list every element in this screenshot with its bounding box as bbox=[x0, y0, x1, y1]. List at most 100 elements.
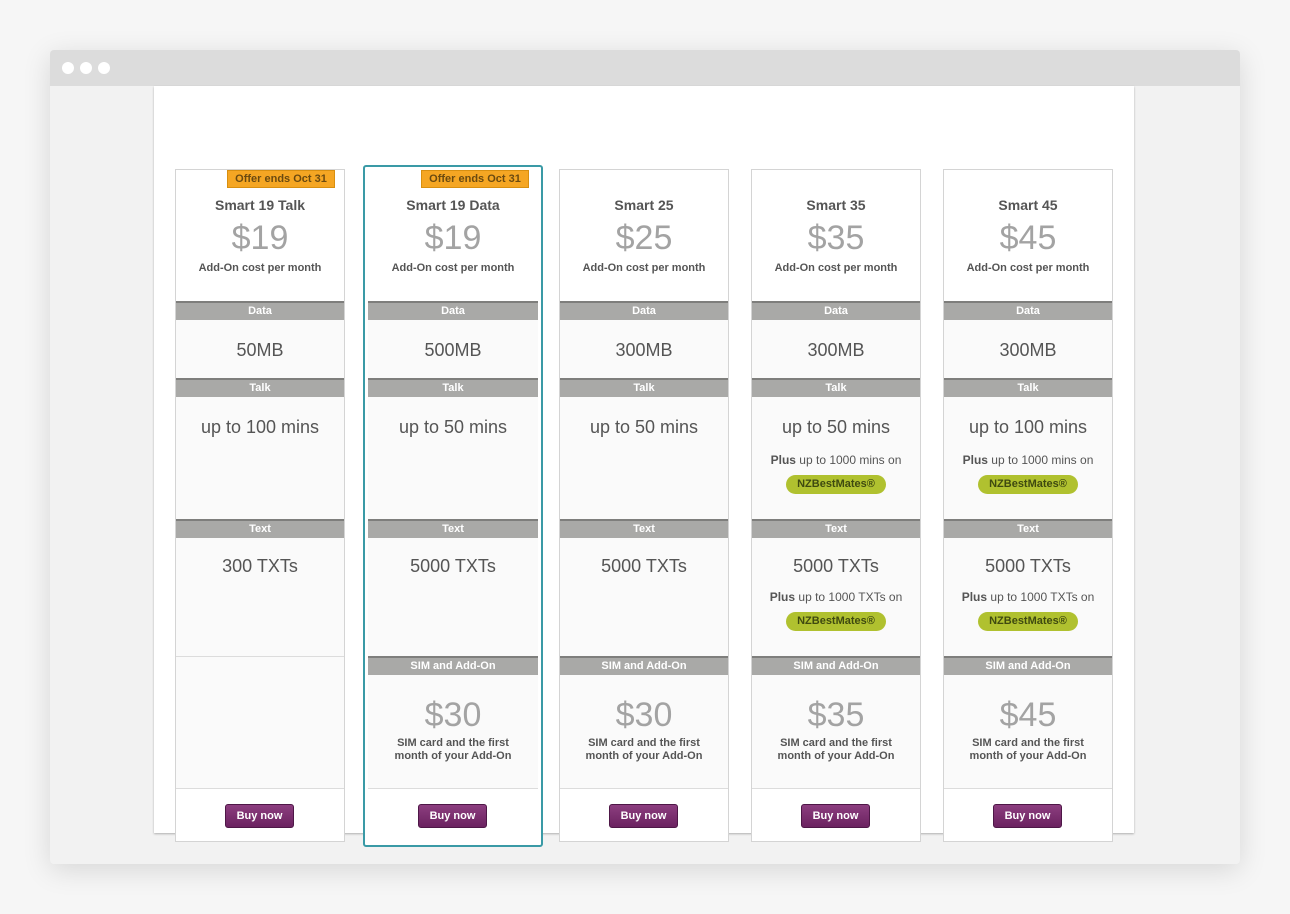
window-dot-icon[interactable] bbox=[62, 62, 74, 74]
text-section: 5000 TXTs bbox=[560, 538, 728, 656]
talk-bonus-text: Plus up to 1000 mins on bbox=[752, 453, 920, 467]
sim-caption-line-2: month of your Add-On bbox=[777, 750, 895, 762]
data-section: 300MB bbox=[944, 320, 1112, 378]
sim-header: SIM and Add-On bbox=[560, 656, 728, 675]
sim-header: SIM and Add-On bbox=[752, 656, 920, 675]
talk-section: up to 50 mins bbox=[560, 397, 728, 519]
data-value: 300MB bbox=[999, 340, 1057, 360]
text-header: Text bbox=[944, 519, 1112, 538]
talk-bonus-label: up to 1000 mins on bbox=[799, 453, 902, 467]
talk-header: Talk bbox=[944, 378, 1112, 397]
sim-section: $45 SIM card and the first month of your… bbox=[944, 675, 1112, 788]
plan-price: $25 bbox=[615, 219, 673, 257]
data-section: 50MB bbox=[176, 320, 344, 378]
talk-value: up to 100 mins bbox=[200, 417, 320, 437]
plan-name: Smart 45 bbox=[998, 197, 1058, 213]
plus-label: Plus bbox=[962, 453, 988, 467]
plan-price: $19 bbox=[424, 219, 482, 257]
talk-bonus-label: up to 1000 mins on bbox=[991, 453, 1094, 467]
window-dot-icon[interactable] bbox=[80, 62, 92, 74]
plan-card-smart-45: Smart 45 $45 Add-On cost per month Data … bbox=[943, 169, 1113, 842]
plan-name: Smart 19 Talk bbox=[214, 197, 305, 213]
sim-section: $30 SIM card and the first month of your… bbox=[368, 675, 538, 788]
text-value: 5000 TXTs bbox=[601, 556, 687, 576]
data-value: 50MB bbox=[236, 340, 284, 360]
data-header: Data bbox=[944, 301, 1112, 320]
data-header: Data bbox=[752, 301, 920, 320]
price-caption: Add-On cost per month bbox=[198, 262, 322, 274]
text-section: 5000 TXTs Plus up to 1000 TXTs on NZBest… bbox=[752, 538, 920, 656]
sim-price: $45 bbox=[999, 696, 1057, 734]
section-divider bbox=[368, 788, 538, 789]
plans-panel: Offer ends Oct 31 Smart 19 Talk $19 Add-… bbox=[154, 86, 1134, 847]
data-header: Data bbox=[368, 301, 538, 320]
sim-caption-line-1: SIM card and the first bbox=[397, 737, 509, 749]
sim-header: SIM and Add-On bbox=[944, 656, 1112, 675]
sim-caption-line-2: month of your Add-On bbox=[969, 750, 1087, 762]
plan-card-smart-19-talk: Offer ends Oct 31 Smart 19 Talk $19 Add-… bbox=[175, 169, 345, 842]
sim-price: $35 bbox=[807, 696, 865, 734]
sim-caption-line-1: SIM card and the first bbox=[780, 737, 892, 749]
browser-window: Offer ends Oct 31 Smart 19 Talk $19 Add-… bbox=[50, 50, 1240, 864]
talk-section: up to 50 mins Plus up to 1000 mins on NZ… bbox=[752, 397, 920, 519]
plan-card-smart-19-data: Offer ends Oct 31 Smart 19 Data $19 Add-… bbox=[363, 165, 543, 847]
plus-label: Plus bbox=[770, 453, 796, 467]
text-header: Text bbox=[560, 519, 728, 538]
text-header: Text bbox=[752, 519, 920, 538]
plan-price: $19 bbox=[231, 219, 289, 257]
offer-badge: Offer ends Oct 31 bbox=[421, 170, 529, 188]
text-section: 5000 TXTs bbox=[368, 538, 538, 656]
section-divider bbox=[560, 788, 728, 789]
sim-caption-line-1: SIM card and the first bbox=[972, 737, 1084, 749]
plan-price: $45 bbox=[999, 219, 1057, 257]
sim-caption-line-2: month of your Add-On bbox=[394, 750, 512, 762]
sim-section: $35 SIM card and the first month of your… bbox=[752, 675, 920, 788]
buy-now-button[interactable]: Buy now bbox=[418, 804, 487, 828]
data-section: 300MB bbox=[752, 320, 920, 378]
text-value: 300 TXTs bbox=[222, 556, 298, 576]
sim-caption-line-1: SIM card and the first bbox=[588, 737, 700, 749]
text-bonus-text: Plus up to 1000 TXTs on bbox=[944, 590, 1112, 604]
text-bonus-label: up to 1000 TXTs on bbox=[990, 590, 1095, 604]
data-header: Data bbox=[560, 301, 728, 320]
price-caption: Add-On cost per month bbox=[774, 262, 898, 274]
data-value: 500MB bbox=[424, 340, 482, 360]
window-dot-icon[interactable] bbox=[98, 62, 110, 74]
sim-caption-line-2: month of your Add-On bbox=[585, 750, 703, 762]
text-header: Text bbox=[368, 519, 538, 538]
plan-card-smart-35: Smart 35 $35 Add-On cost per month Data … bbox=[751, 169, 921, 842]
buy-now-button[interactable]: Buy now bbox=[801, 804, 870, 828]
talk-bonus-text: Plus up to 1000 mins on bbox=[944, 453, 1112, 467]
text-value: 5000 TXTs bbox=[793, 556, 879, 576]
data-section: 500MB bbox=[368, 320, 538, 378]
price-caption: Add-On cost per month bbox=[966, 262, 1090, 274]
data-value: 300MB bbox=[807, 340, 865, 360]
buy-now-button[interactable]: Buy now bbox=[609, 804, 678, 828]
text-bonus-text: Plus up to 1000 TXTs on bbox=[752, 590, 920, 604]
text-section: 300 TXTs bbox=[176, 538, 344, 656]
price-caption: Add-On cost per month bbox=[582, 262, 706, 274]
data-section: 300MB bbox=[560, 320, 728, 378]
nzbestmates-badge[interactable]: NZBestMates® bbox=[978, 475, 1078, 494]
sim-price: $30 bbox=[424, 696, 482, 734]
sim-price: $30 bbox=[615, 696, 673, 734]
talk-value: up to 50 mins bbox=[589, 417, 699, 437]
title-bar bbox=[50, 50, 1240, 86]
text-bonus-label: up to 1000 TXTs on bbox=[798, 590, 903, 604]
talk-value: up to 100 mins bbox=[968, 417, 1088, 437]
nzbestmates-badge[interactable]: NZBestMates® bbox=[978, 612, 1078, 631]
talk-header: Talk bbox=[368, 378, 538, 397]
section-divider bbox=[944, 788, 1112, 789]
nzbestmates-badge[interactable]: NZBestMates® bbox=[786, 612, 886, 631]
talk-value: up to 50 mins bbox=[398, 417, 508, 437]
talk-value: up to 50 mins bbox=[781, 417, 891, 437]
buy-now-button[interactable]: Buy now bbox=[993, 804, 1062, 828]
buy-now-button[interactable]: Buy now bbox=[225, 804, 294, 828]
section-divider bbox=[752, 788, 920, 789]
price-caption: Add-On cost per month bbox=[391, 262, 515, 274]
nzbestmates-badge[interactable]: NZBestMates® bbox=[786, 475, 886, 494]
text-value: 5000 TXTs bbox=[985, 556, 1071, 576]
talk-header: Talk bbox=[752, 378, 920, 397]
data-value: 300MB bbox=[615, 340, 673, 360]
talk-section: up to 100 mins bbox=[176, 397, 344, 519]
